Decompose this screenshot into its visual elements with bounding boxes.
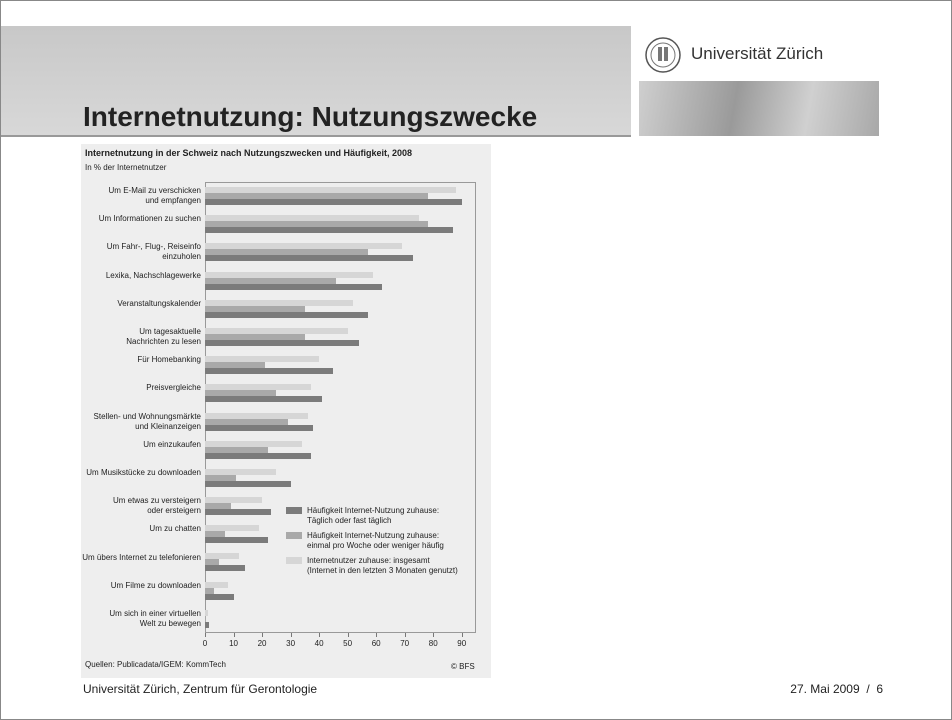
bar [205, 594, 234, 600]
bar [205, 312, 368, 318]
x-tick-label: 50 [333, 639, 363, 648]
y-tick-label: Stellen- und Wohnungsmärkte und Kleinanz… [71, 412, 201, 432]
slide: Universität Zürich Internetnutzung: Nutz… [0, 0, 952, 720]
chart-title: Internetnutzung in der Schweiz nach Nutz… [85, 148, 412, 158]
bar [205, 622, 209, 628]
bar [205, 284, 382, 290]
x-tick [348, 633, 349, 637]
y-tick-label: Um sich in einer virtuellen Welt zu bewe… [71, 609, 201, 629]
credit: © BFS [451, 662, 475, 671]
x-tick-label: 90 [447, 639, 477, 648]
x-tick [433, 633, 434, 637]
source: Quellen: Publicadata/IGEM: KommTech [85, 660, 226, 669]
y-tick-label: Um etwas zu versteigern oder ersteigern [71, 496, 201, 516]
x-tick-label: 70 [390, 639, 420, 648]
x-tick-label: 10 [219, 639, 249, 648]
y-tick-label: Um Informationen zu suchen [71, 214, 201, 224]
chart: Internetnutzung in der Schweiz nach Nutz… [81, 144, 491, 678]
legend-label: Häufigkeit Internet-Nutzung zuhause: ein… [307, 531, 444, 551]
x-tick-label: 60 [361, 639, 391, 648]
seal [643, 35, 683, 75]
y-tick-label: Um Filme zu downloaden [71, 581, 201, 591]
x-tick [319, 633, 320, 637]
x-tick-label: 0 [190, 639, 220, 648]
y-tick-label: Um einzukaufen [71, 440, 201, 450]
legend-label: Häufigkeit Internet-Nutzung zuhause: Täg… [307, 506, 439, 526]
legend-swatch [286, 557, 302, 564]
bar [205, 255, 413, 261]
x-tick [291, 633, 292, 637]
y-tick-label: Um übers Internet zu telefonieren [71, 553, 201, 563]
bar [205, 199, 462, 205]
university: Universität Zürich [691, 44, 823, 64]
x-tick-label: 20 [247, 639, 277, 648]
bar [205, 565, 245, 571]
legend-swatch [286, 532, 302, 539]
bar [205, 227, 453, 233]
y-tick-label: Um tagesaktuelle Nachrichten zu lesen [71, 327, 201, 347]
y-tick-label: Um zu chatten [71, 524, 201, 534]
x-tick [234, 633, 235, 637]
y-tick-label: Für Homebanking [71, 355, 201, 365]
x-tick-label: 80 [418, 639, 448, 648]
footer-right: 27. Mai 2009 / 6 [790, 682, 883, 696]
bar [205, 425, 313, 431]
bar [205, 509, 271, 515]
bar [205, 537, 268, 543]
bar [205, 396, 322, 402]
y-tick-label: Um Musikstücke zu downloaden [71, 468, 201, 478]
x-tick [262, 633, 263, 637]
legend-swatch [286, 507, 302, 514]
photo [639, 81, 879, 136]
x-tick [205, 633, 206, 637]
x-tick-label: 30 [276, 639, 306, 648]
bar [205, 453, 311, 459]
header-rule [1, 135, 631, 137]
bar [205, 481, 291, 487]
y-tick-label: Um E-Mail zu verschicken und empfangen [71, 186, 201, 206]
legend-label: Internetnutzer zuhause: insgesamt (Inter… [307, 556, 458, 576]
x-tick-label: 40 [304, 639, 334, 648]
chart-subtitle: In % der Internetnutzer [85, 163, 166, 172]
slide-title: Internetnutzung: Nutzungszwecke [83, 101, 537, 133]
bar [205, 340, 359, 346]
x-tick [462, 633, 463, 637]
x-tick [376, 633, 377, 637]
y-tick-label: Veranstaltungskalender [71, 299, 201, 309]
y-tick-label: Lexika, Nachschlagewerke [71, 271, 201, 281]
x-tick [405, 633, 406, 637]
bar [205, 368, 333, 374]
y-tick-label: Um Fahr-, Flug-, Reiseinfo einzuholen [71, 242, 201, 262]
footer-left: Universität Zürich, Zentrum für Gerontol… [83, 682, 317, 696]
y-tick-label: Preisvergleiche [71, 383, 201, 393]
